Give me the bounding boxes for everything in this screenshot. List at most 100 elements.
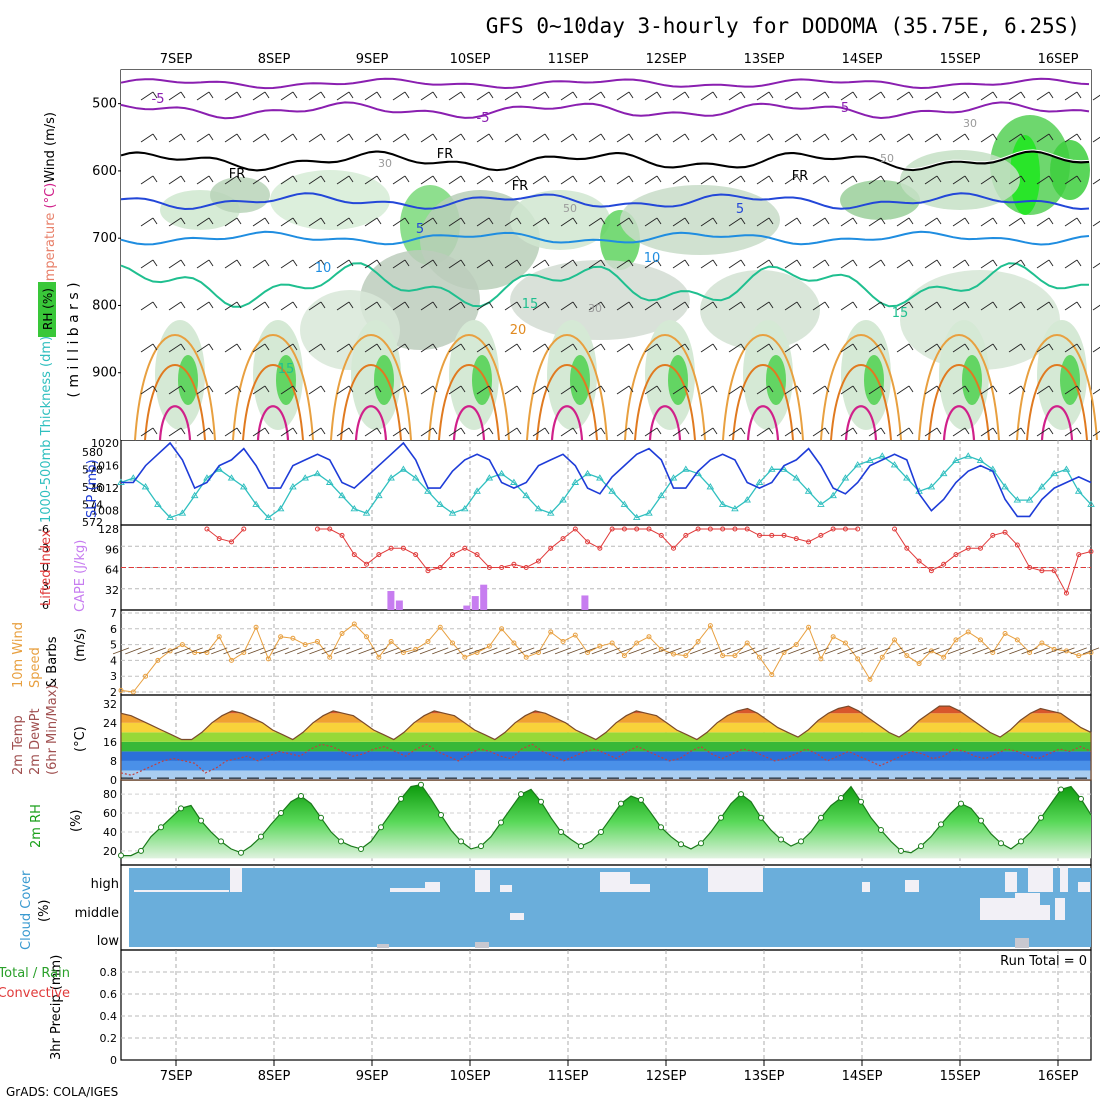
slp-line bbox=[121, 441, 1092, 518]
wind-barb bbox=[476, 259, 490, 269]
thickness-tick-label: 572 bbox=[82, 516, 103, 529]
wind-barb-flag bbox=[768, 259, 774, 267]
rh-point bbox=[658, 824, 664, 831]
lifted-index-point bbox=[806, 539, 812, 545]
thickness-point bbox=[682, 465, 690, 472]
rh-axis-label: 2m RH bbox=[29, 804, 44, 848]
temperature-contour-label: FR bbox=[437, 147, 454, 162]
wind-barb-flag bbox=[1020, 259, 1026, 267]
wind-barb-flag bbox=[236, 385, 242, 393]
wind-barb-surface bbox=[370, 647, 387, 655]
wind-barb bbox=[224, 175, 238, 185]
wind-barb bbox=[896, 217, 910, 227]
wind-barb bbox=[392, 217, 406, 227]
wind-barb-flag bbox=[684, 301, 690, 309]
wind-barb bbox=[252, 91, 266, 101]
thickness-point bbox=[583, 469, 592, 477]
temp-arch-30 bbox=[942, 405, 976, 441]
wind-barb bbox=[672, 343, 686, 353]
wind-tick-label: 2 bbox=[110, 686, 117, 699]
wind-barb bbox=[616, 217, 630, 227]
wind-barb-flag bbox=[180, 259, 186, 267]
lifted-index-point bbox=[474, 552, 480, 558]
wind-barb-flag bbox=[488, 91, 494, 99]
wind-barb-surface bbox=[297, 647, 314, 655]
wind-barb-flag bbox=[432, 343, 438, 351]
wind-barb-flag bbox=[852, 427, 858, 435]
wind-barb bbox=[448, 385, 462, 395]
thickness-point bbox=[755, 478, 764, 485]
wind-barb-flag bbox=[992, 259, 998, 267]
wind-barb-flag bbox=[572, 259, 578, 267]
wind-barb-flag bbox=[544, 133, 550, 141]
wind-barb bbox=[560, 91, 574, 101]
wind-barb bbox=[980, 343, 994, 353]
wind-barb-flag bbox=[348, 301, 354, 309]
thickness-line bbox=[120, 455, 1092, 519]
freezing-level-contour bbox=[120, 149, 1090, 172]
wind-barb-flag bbox=[600, 301, 606, 309]
temp-arch-25 bbox=[144, 364, 206, 441]
rh-tick-label: 60 bbox=[103, 807, 117, 820]
lifted-index-point bbox=[523, 565, 529, 570]
rh-column-core bbox=[570, 355, 590, 405]
temp-arch-20 bbox=[134, 334, 216, 441]
thickness-point bbox=[976, 456, 985, 464]
wind-barb-surface bbox=[432, 647, 449, 655]
wind-barb-flag bbox=[1076, 385, 1082, 393]
lifted-tick-label: 6 bbox=[42, 599, 49, 612]
wind-barb-surface bbox=[542, 647, 559, 655]
wind-barb bbox=[1008, 217, 1022, 227]
wind-barb-surface bbox=[923, 647, 940, 655]
wind-barb-flag bbox=[824, 217, 830, 225]
wind-barb bbox=[588, 91, 602, 101]
wind-speed-point bbox=[695, 638, 701, 644]
wind-barb-flag bbox=[572, 343, 578, 351]
wind-tick-label: 6 bbox=[110, 623, 117, 636]
wind-barb-flag bbox=[460, 259, 466, 267]
lifted-index-point bbox=[744, 526, 750, 532]
wind-units-label: (m/s) bbox=[73, 628, 88, 662]
wind-barb-flag bbox=[432, 385, 438, 393]
wind-barb bbox=[756, 91, 770, 101]
lifted-index-point bbox=[327, 526, 333, 532]
wind-barb bbox=[784, 91, 798, 101]
cloud-level-label: low bbox=[97, 934, 120, 949]
thickness-point bbox=[1074, 487, 1083, 494]
rh-point bbox=[858, 798, 864, 805]
wind-barb-flag bbox=[712, 259, 718, 267]
wind-barb-flag bbox=[1076, 343, 1082, 351]
wind-barb-flag bbox=[516, 133, 522, 141]
wind-barb-flag bbox=[320, 217, 326, 225]
wind-barb-flag bbox=[432, 301, 438, 309]
wind-barb-flag bbox=[936, 259, 942, 267]
wind-barb-flag bbox=[404, 91, 410, 99]
wind-barb bbox=[476, 385, 490, 395]
wind-barb-surface bbox=[825, 647, 842, 655]
wind-barb-surface bbox=[702, 647, 719, 655]
wind-barb bbox=[924, 427, 938, 437]
wind-barb-flag bbox=[992, 175, 998, 183]
wind-barb bbox=[532, 217, 546, 227]
wind-barb bbox=[784, 217, 798, 227]
wind-barb-flag bbox=[264, 217, 270, 225]
wind-barb-flag bbox=[572, 175, 578, 183]
wind-barb-surface bbox=[714, 647, 731, 655]
wind-barb-flag bbox=[1020, 343, 1026, 351]
rh-point bbox=[978, 817, 984, 824]
lifted-index-point bbox=[364, 561, 370, 567]
thickness-point bbox=[350, 504, 359, 512]
wind-barb-flag bbox=[992, 343, 998, 351]
precip-tick-label: 0.4 bbox=[100, 1010, 118, 1023]
wind-barb-surface bbox=[910, 647, 928, 655]
wind-barb-flag bbox=[180, 217, 186, 225]
wind-barb bbox=[504, 301, 518, 311]
thickness-point bbox=[903, 474, 911, 481]
rh-shading-blob bbox=[270, 170, 390, 230]
temperature-contour-label: -5 bbox=[152, 92, 165, 107]
wind-barb bbox=[196, 133, 210, 143]
temp-axis-label: 2m DewPt bbox=[28, 708, 43, 775]
rh-point bbox=[898, 847, 904, 854]
wind-barb-flag bbox=[768, 217, 774, 225]
temp-contour-minus5-top bbox=[120, 77, 1090, 90]
